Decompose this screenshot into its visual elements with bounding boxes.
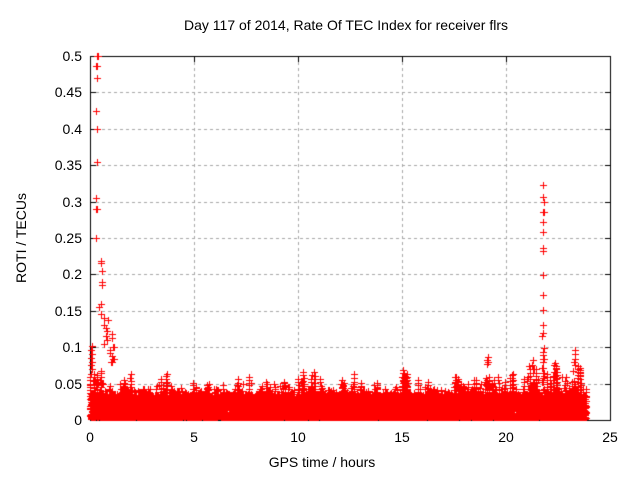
y-tick-label: 0.5 — [62, 48, 82, 64]
y-tick-label: 0.05 — [54, 375, 82, 392]
y-tick-label: 0.1 — [62, 339, 82, 356]
x-tick-label: 10 — [290, 429, 306, 445]
y-tick-label: 0.4 — [62, 120, 82, 137]
y-tick-label: 0.2 — [62, 266, 82, 283]
x-axis-label: GPS time / hours — [268, 454, 376, 470]
y-tick-label: 0.3 — [62, 193, 82, 210]
y-tick-label: 0 — [74, 412, 82, 428]
x-tick-label: 20 — [498, 429, 514, 445]
x-tick-label: 0 — [86, 429, 94, 445]
y-tick-label: 0.25 — [54, 230, 82, 246]
y-tick-label: 0.15 — [54, 302, 82, 319]
chart-title: Day 117 of 2014, Rate Of TEC Index for r… — [184, 17, 508, 33]
x-tick-label: 15 — [394, 429, 410, 445]
y-tick-label: 0.45 — [54, 84, 82, 101]
x-tick-label: 5 — [190, 429, 198, 445]
y-axis-label: ROTI / TECUs — [13, 193, 29, 283]
y-tick-label: 0.35 — [54, 157, 82, 174]
x-tick-label: 25 — [602, 429, 618, 445]
